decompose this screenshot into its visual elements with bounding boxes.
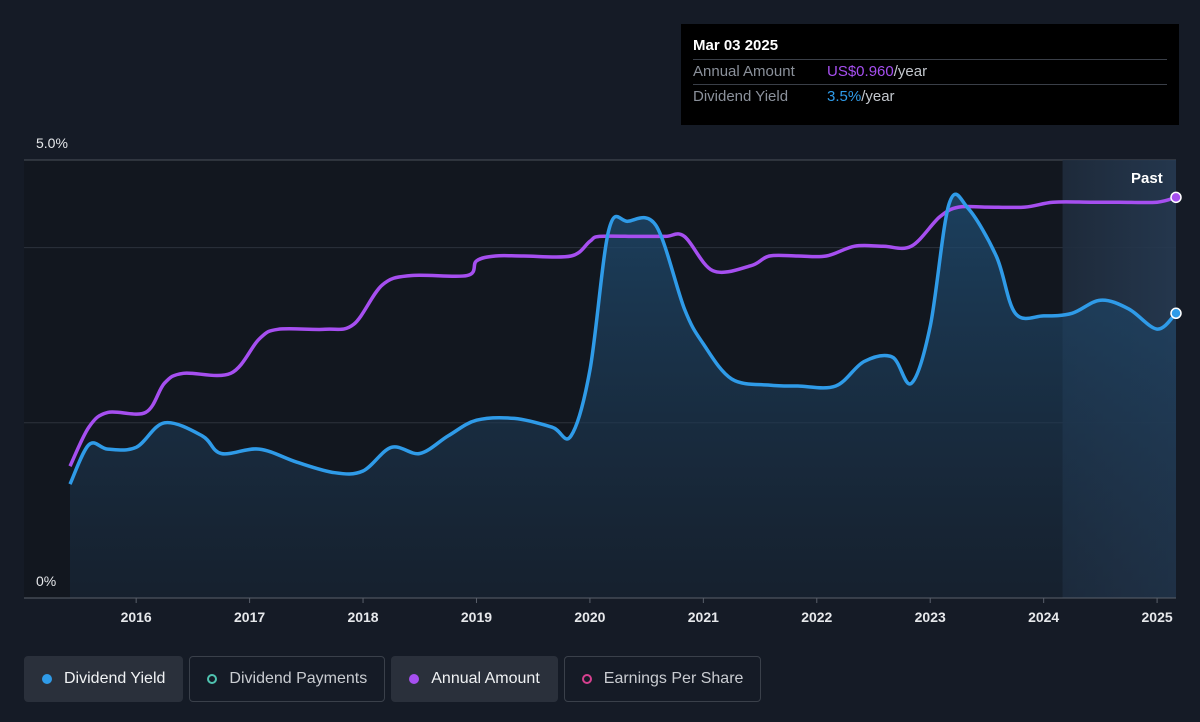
tooltip-unit: /year: [861, 88, 895, 105]
x-axis-ticks: 2016 2017 2018 2019 2020 2021 2022 2023 2024 2025: [121, 598, 1173, 625]
filled-dot-icon: [42, 674, 52, 684]
legend-label: Dividend Payments: [229, 670, 368, 687]
ring-dot-icon: [207, 674, 218, 684]
past-label: Past: [1131, 170, 1163, 187]
tooltip-unit: /year: [893, 63, 928, 80]
x-tick-label: 2025: [1142, 609, 1173, 625]
y-tick-label-bottom: 0%: [36, 573, 56, 589]
x-tick-label: 2024: [1028, 609, 1059, 625]
dividend-yield-line: [68, 192, 1178, 485]
x-tick-label: 2016: [121, 609, 152, 625]
tooltip-label: Dividend Yield: [693, 88, 789, 105]
x-tick-label: 2023: [915, 609, 946, 625]
tooltip-row-annual-amount: Annual Amount US$0.960/year: [693, 59, 1167, 84]
x-tick-label: 2021: [688, 609, 719, 625]
chart-legend: Dividend Yield Dividend Payments Annual …: [24, 656, 762, 702]
x-tick-label: 2020: [574, 609, 605, 625]
tooltip-label: Annual Amount: [693, 63, 795, 80]
x-tick-label: 2019: [461, 609, 492, 625]
annual-amount-line: [68, 195, 1177, 467]
y-tick-label-top: 5.0%: [36, 135, 68, 151]
tooltip-row-dividend-yield: Dividend Yield 3.5%/year: [693, 84, 1167, 109]
annual-amount-end-point: [1170, 191, 1182, 204]
hover-tooltip: Mar 03 2025 Annual Amount US$0.960/year D…: [681, 24, 1179, 125]
legend-earnings-per-share[interactable]: Earnings Per Share: [563, 656, 762, 702]
legend-dividend-payments[interactable]: Dividend Payments: [189, 656, 386, 702]
tooltip-value: US$0.960: [827, 63, 894, 80]
legend-label: Earnings Per Share: [603, 670, 744, 687]
x-tick-label: 2022: [801, 609, 832, 625]
dividend-yield-end-point: [1170, 307, 1182, 320]
ring-dot-icon: [581, 674, 592, 684]
dividend-yield-area: [70, 194, 1176, 598]
x-tick-label: 2018: [347, 609, 378, 625]
legend-label: Annual Amount: [431, 670, 540, 687]
tooltip-date: Mar 03 2025: [693, 37, 779, 54]
filled-dot-icon: [409, 674, 420, 684]
legend-annual-amount[interactable]: Annual Amount: [391, 656, 558, 702]
tooltip-value: 3.5%: [827, 88, 862, 105]
legend-label: Dividend Yield: [64, 670, 166, 687]
legend-dividend-yield[interactable]: Dividend Yield: [24, 656, 184, 702]
x-tick-label: 2017: [234, 609, 265, 625]
